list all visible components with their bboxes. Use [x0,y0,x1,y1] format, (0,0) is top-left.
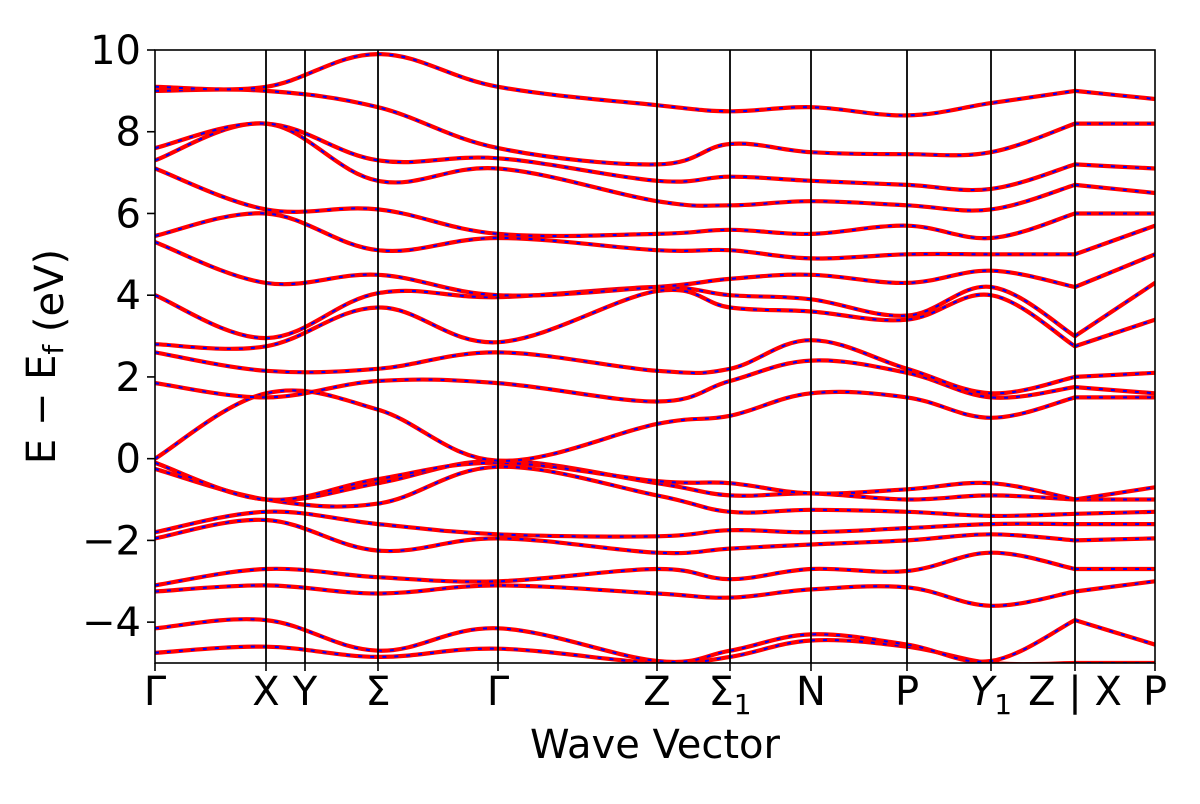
x-tick-label: Z [643,669,670,715]
band-line [1072,317,1155,349]
band-line [155,617,1078,663]
band-line-dashed [155,551,1076,587]
y-tick-label: 2 [116,355,141,401]
band-line-dashed [155,459,1076,502]
x-tick-label: Σ [365,669,390,715]
band-line-dashed [1074,537,1155,542]
band-line-dashed [155,212,1075,260]
band-line [155,52,1078,118]
y-tick-label: −2 [82,518,141,564]
x-tick-label: P [895,669,919,715]
band-line-dashed [155,241,1076,297]
band-line-dashed [155,518,1076,555]
band-line-dashed [155,389,1076,462]
y-ticks: −4 −2 0 2 4 6 8 10 [82,28,155,646]
x-tick-label: Σ1 [708,669,751,721]
x-tick-label: X [252,669,279,715]
axes-frame [154,49,1156,664]
band-line [1072,252,1155,290]
x-tick-label: Y1 [970,669,1012,721]
x-axis-label: Wave Vector [530,722,781,768]
band-line-dashed [155,53,1076,117]
band-line-dashed [1074,163,1155,170]
kpoint-lines [265,50,1076,663]
y-tick-label: 8 [116,110,141,156]
band-line-dashed [1074,580,1155,593]
y-tick-label: 10 [90,28,141,74]
band-line-dashed [1074,89,1155,100]
y-axis-label: E − Ef (eV) [19,249,73,464]
y-tick-label: 0 [116,437,141,483]
band-line-dashed [155,461,1076,501]
x-tick-label: P [1143,669,1167,715]
band-line-dashed [155,618,1076,663]
x-ticks: Γ X Y Σ Γ Z Σ1 N P Y1 Z | X P [144,663,1167,721]
band-line-dashed [155,465,1076,517]
band-line [155,121,1078,213]
band-line-dashed [155,167,1076,240]
x-tick-label: Γ [144,669,167,715]
band-line-dashed [155,122,1076,212]
band-line [155,166,1078,241]
band-line [155,358,1078,404]
x-tick-label: Z | X [1028,669,1122,715]
x-tick-label: N [796,669,826,715]
band-line [155,287,1078,351]
bands-layer [155,52,1155,663]
band-line [155,550,1078,588]
band-line [155,87,1078,167]
band-line [155,458,1078,503]
x-tick-label: Γ [487,669,510,715]
y-tick-label: −4 [82,600,141,646]
band-line-dashed [1074,282,1155,337]
band-line [155,509,1078,539]
band-line [1072,223,1155,257]
band-line-dashed [1074,371,1155,378]
band-line [155,460,1078,502]
band-line-dashed [155,288,1076,350]
band-line [1072,618,1155,647]
y-tick-label: 4 [116,273,141,319]
band-line-dashed [155,122,1076,192]
band-line [155,338,1078,396]
band-line-dashed [1074,386,1155,395]
y-tick-label: 6 [116,191,141,237]
x-tick-label: Y [292,669,318,715]
band-line [155,388,1078,463]
band-line-dashed [1074,510,1155,515]
band-line-dashed [1074,486,1155,501]
band-line-dashed [1074,183,1155,194]
band-line [155,583,1078,608]
